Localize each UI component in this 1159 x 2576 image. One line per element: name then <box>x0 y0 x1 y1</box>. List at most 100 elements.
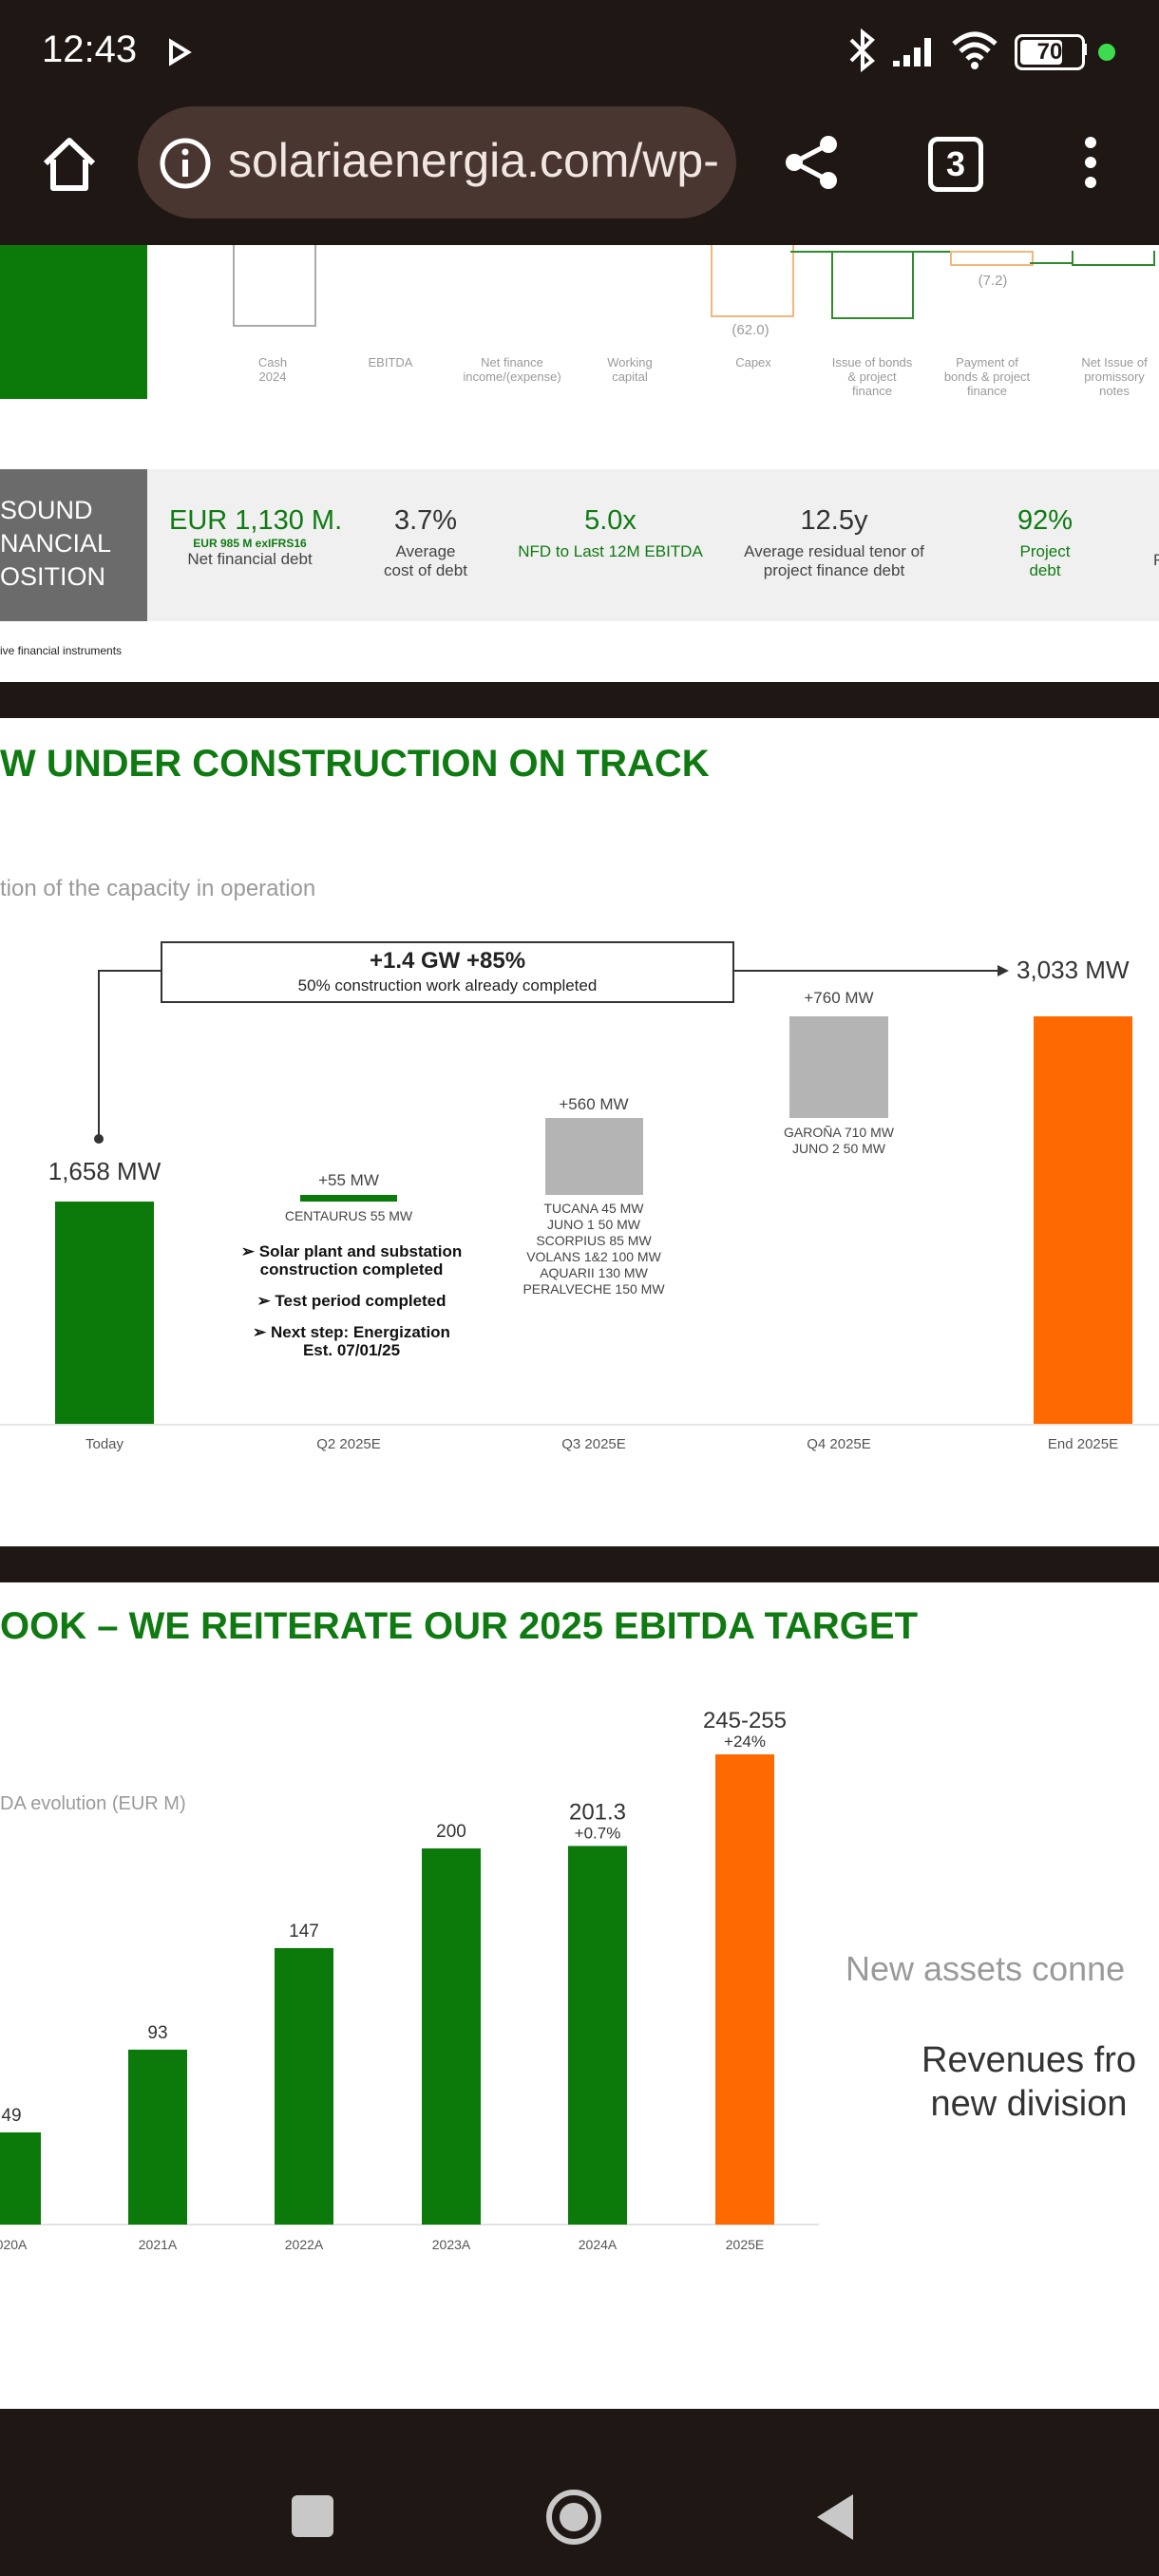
bullet-arrow-icon: ➢ <box>253 1323 272 1341</box>
q2-delta: +55 MW <box>318 1171 379 1189</box>
battery-level: 70 <box>1036 39 1063 65</box>
bar-value-label: 147 <box>289 1922 319 1941</box>
status-time: 12:43 <box>42 28 138 70</box>
project-value: 92% <box>1016 505 1074 536</box>
bar-value-label: 201.3 <box>569 1799 626 1825</box>
slide-financial-position: (7.2) (62.0) Cash 2024 EBITDA Net finance in… <box>0 245 1159 682</box>
panel-title-line: OSITION <box>0 562 106 591</box>
status-bar: 12:43 70 <box>0 0 1159 104</box>
battery-tip <box>1082 44 1087 55</box>
right-text-2: Revenues fro new division <box>922 2038 1136 2126</box>
project-line: VOLANS 1&2 100 MW <box>526 1249 661 1264</box>
x-label: End 2025E <box>1047 1436 1119 1452</box>
ebitda-bar <box>0 2131 41 2225</box>
waterfall-label-line: Working <box>607 355 653 369</box>
address-bar[interactable]: solariaenergia.com/wp- <box>138 106 736 218</box>
project-line: TUCANA 45 MW <box>543 1201 644 1216</box>
panel-title: SOUND NANCIAL OSITION <box>0 494 111 594</box>
slide-ebitda-outlook: OOK – WE REITERATE OUR 2025 EBITDA TARGE… <box>0 1582 1159 2409</box>
tab-switcher-button[interactable]: 3 <box>928 137 983 192</box>
callout-sub: 50% construction work already completed <box>297 976 598 994</box>
browser-toolbar: solariaenergia.com/wp- 3 <box>0 104 1159 245</box>
chart-title: DA evolution (EUR M) <box>0 1793 186 1814</box>
arrow-head-icon <box>998 965 1009 976</box>
more-menu-icon[interactable] <box>1079 133 1102 192</box>
signal-icon <box>893 38 931 66</box>
waterfall-label-issue-bonds: Issue of bonds & project finance <box>810 355 934 398</box>
tenor-label-line: Average residual tenor of <box>744 542 924 560</box>
panel-title-box: SOUND NANCIAL OSITION <box>0 469 147 621</box>
project-line: JUNO 2 50 MW <box>791 1141 885 1156</box>
callout-text: +1.4 GW +85% 50% construction work alrea… <box>162 948 733 995</box>
q4-bar <box>789 1016 888 1118</box>
bullet-arrow-icon: ➢ <box>256 1292 276 1310</box>
ebitda-bar <box>128 2049 187 2225</box>
waterfall-label-line: Net finance <box>481 355 543 369</box>
waterfall-label-payment-bonds: Payment of bonds & project finance <box>925 355 1049 398</box>
bullet-text: Est. 07/01/25 <box>302 1341 401 1359</box>
q2-bullets: ➢ Solar plant and substation construction… <box>223 1242 480 1359</box>
waterfall-label-working-capital: Working capital <box>568 355 692 384</box>
bar-x-label: 2021A <box>139 2237 178 2252</box>
project-line: PERALVECHE 150 MW <box>522 1281 665 1297</box>
nfd-label: NFD to Last 12M EBITDA <box>518 542 703 560</box>
ebitda-bar <box>715 1754 774 2225</box>
bar-value-label: 49 <box>1 2106 21 2126</box>
q4-delta: +760 MW <box>804 989 874 1007</box>
q3-delta: +560 MW <box>559 1095 629 1113</box>
end-total: 3,033 MW <box>1016 956 1130 984</box>
home-button[interactable] <box>545 2489 602 2546</box>
recents-button[interactable] <box>292 2495 333 2537</box>
green-block <box>0 245 147 399</box>
android-nav-bar <box>0 2413 1159 2576</box>
share-icon[interactable] <box>783 133 842 192</box>
home-icon[interactable] <box>38 133 101 196</box>
bar-x-label: 020A <box>0 2237 28 2252</box>
ebitda-bar-chart: 49 020A 93 2021A 147 2022A 200 2023A 201.3+0.7% 2… <box>0 1708 819 2252</box>
bullet-arrow-icon: ➢ <box>240 1242 259 1260</box>
issue-bonds-bar <box>831 251 914 319</box>
bar-x-label: 2023A <box>432 2237 471 2252</box>
waterfall-label-line: 2024 <box>258 369 287 384</box>
bar-growth-label: +24% <box>724 1733 766 1751</box>
net-debt-value: EUR 1,130 M. <box>169 505 343 536</box>
project-line: SCORPIUS 85 MW <box>536 1233 652 1248</box>
x-label: Q4 2025E <box>807 1436 871 1452</box>
back-button[interactable] <box>813 2491 857 2544</box>
bar-value-label: 200 <box>436 1822 466 1842</box>
q2-bullet: ➢ Next step: Energization Est. 07/01/25 <box>223 1323 480 1359</box>
waterfall-label-line: income/(expense) <box>463 369 561 384</box>
right-text-line: Revenues fro <box>922 2040 1137 2080</box>
kpi-net-debt: EUR 1,130 M. EUR 985 M exIFRS16 Net fina… <box>169 505 343 569</box>
waterfall-label-ebitda: EBITDA <box>329 355 452 369</box>
waterfall-label-capex: Capex <box>692 355 815 369</box>
waterfall-label-line: notes <box>1099 384 1130 398</box>
url-text[interactable]: solariaenergia.com/wp- <box>228 134 719 187</box>
cast-icon <box>169 38 192 66</box>
slide3-title: OOK – WE REITERATE OUR 2025 EBITDA TARGE… <box>0 1605 919 1647</box>
ebitda-bar <box>422 1848 481 2225</box>
slide2-subtitle: tion of the capacity in operation <box>0 876 316 901</box>
ebitda-bar <box>568 1846 627 2225</box>
q3-projects: TUCANA 45 MW JUNO 1 50 MW SCORPIUS 85 MW… <box>508 1201 679 1297</box>
slide2-title: W UNDER CONSTRUCTION ON TRACK <box>0 743 710 785</box>
bullet-text: Test period completed <box>275 1292 446 1310</box>
x-label: Q2 2025E <box>316 1436 381 1452</box>
site-info-icon[interactable] <box>159 137 212 190</box>
connector-line <box>1030 262 1072 264</box>
waterfall-label-line: promissory <box>1084 369 1145 384</box>
waterfall-label-line: Payment of <box>956 355 1018 369</box>
kpi-cost-of-debt: 3.7% Average cost of debt <box>359 505 492 580</box>
cost-label-line: Average <box>395 542 456 560</box>
tenor-label: Average residual tenor of project financ… <box>720 542 948 580</box>
callout-main: +1.4 GW +85% <box>369 948 526 974</box>
cost-label: Average cost of debt <box>359 542 492 580</box>
slide-construction: W UNDER CONSTRUCTION ON TRACK tion of th… <box>0 718 1159 1546</box>
callout-box <box>161 941 734 1003</box>
footnote: ive financial instruments <box>0 644 123 657</box>
waterfall-label-line: Cash <box>257 355 288 369</box>
bluetooth-icon <box>849 28 875 72</box>
ebitda-bar <box>275 1947 333 2225</box>
kpi-panel: SOUND NANCIAL OSITION EUR 1,130 M. EUR 9… <box>0 469 1159 621</box>
callout-connector <box>98 970 162 1138</box>
